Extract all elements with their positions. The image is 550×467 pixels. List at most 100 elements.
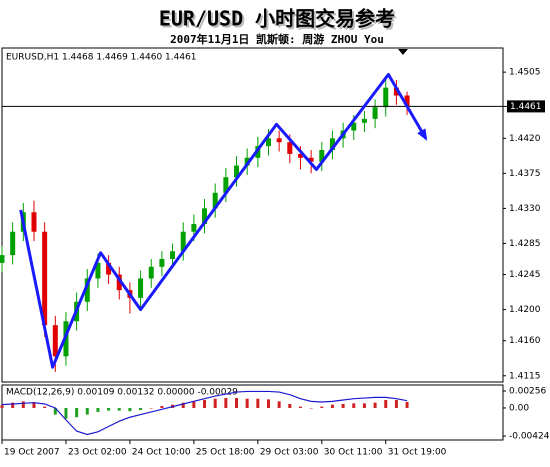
- chart-title-shadow: EUR/USD 小时图交易参考: [161, 9, 397, 33]
- macd-bar: [139, 407, 143, 410]
- macd-signal-line: [1, 390, 408, 436]
- macd-bar: [394, 400, 398, 408]
- y-tick-label: 1.4375: [509, 169, 541, 179]
- candle-body: [383, 87, 389, 108]
- candle-body: [116, 274, 122, 291]
- candle-body: [308, 157, 314, 162]
- macd-bar: [224, 398, 228, 408]
- zigzag-arrowhead: [417, 128, 428, 141]
- macd-header: MACD(12,26,9) 0.00109 0.00132 0.00000 -0…: [6, 388, 238, 398]
- candle-body: [404, 95, 410, 107]
- candle-body: [351, 122, 357, 131]
- macd-bar: [213, 398, 217, 408]
- macd-panel: [1, 384, 504, 441]
- macd-bar: [96, 407, 100, 412]
- y-tick-label: 0.00: [509, 403, 529, 413]
- x-tick-label: 29 Oct 03:00: [260, 448, 319, 458]
- candle-body: [297, 153, 303, 158]
- macd-bar: [53, 407, 57, 415]
- candle-body: [372, 107, 378, 119]
- candle-body: [106, 262, 112, 275]
- x-tick-label: 25 Oct 18:00: [196, 448, 255, 458]
- y-tick-label: 0.00256: [509, 387, 546, 397]
- y-tick-label: 1.4420: [509, 134, 541, 144]
- macd-bar: [85, 407, 89, 415]
- candle-body: [10, 231, 16, 256]
- macd-bar: [75, 407, 79, 418]
- candle-body: [159, 258, 165, 267]
- macd-bar: [245, 398, 249, 408]
- macd-bar: [192, 401, 196, 408]
- macd-bar: [373, 402, 377, 408]
- y-tick-label: 1.4330: [509, 204, 541, 214]
- candle-body: [84, 278, 90, 302]
- main-header: EURUSD,H1 1.4468 1.4469 1.4460 1.4461: [6, 53, 197, 63]
- candle-body: [180, 231, 186, 252]
- macd-bar: [341, 403, 345, 408]
- chart-title: EUR/USD 小时图交易参考: [159, 7, 395, 31]
- macd-bar: [160, 405, 164, 408]
- candle-body: [31, 212, 37, 232]
- y-tick-label: 1.4285: [509, 239, 541, 249]
- macd-bar: [43, 406, 47, 408]
- main-panel: [1, 47, 504, 383]
- macd-bar: [128, 407, 132, 412]
- candle-body: [170, 251, 176, 259]
- candle-body: [319, 149, 325, 162]
- macd-bar: [32, 402, 36, 408]
- candle-body: [265, 138, 271, 147]
- y-tick-label: 1.4200: [509, 305, 541, 315]
- macd-bar: [149, 407, 153, 409]
- candle-body: [393, 87, 399, 96]
- macd-bar: [277, 401, 281, 408]
- macd-bar: [362, 403, 366, 408]
- y-tick-label: 1.4505: [509, 68, 541, 78]
- macd-bar: [64, 407, 68, 419]
- macd-bar: [352, 403, 356, 408]
- macd-bar: [235, 398, 239, 408]
- candle-body: [95, 262, 101, 279]
- macd-bar: [107, 407, 111, 411]
- candle-body: [234, 165, 240, 178]
- last-price-box: [507, 100, 545, 113]
- macd-bar: [181, 402, 185, 408]
- macd-bar: [288, 403, 292, 408]
- y-tick-label: 1.4115: [509, 371, 541, 381]
- chart-subtitle: 2007年11月1日 凯斯顿: 周游 ZHOU You: [170, 32, 384, 46]
- macd-bar: [266, 399, 270, 408]
- candle-body: [276, 138, 282, 143]
- x-tick-label: 30 Oct 11:00: [324, 448, 383, 458]
- x-tick-label: 24 Oct 10:00: [132, 448, 191, 458]
- last-price-label: 1.4461: [510, 102, 542, 112]
- y-tick-label: -0.00424: [509, 432, 550, 442]
- zigzag-line: [19, 72, 428, 369]
- macd-bar: [298, 406, 302, 408]
- candle-body: [148, 266, 154, 279]
- x-tick-label: 19 Oct 2007: [4, 448, 60, 458]
- y-tick-label: 1.4245: [509, 270, 541, 280]
- macd-bar: [330, 404, 334, 408]
- candle-body: [0, 255, 5, 263]
- macd-bar: [384, 400, 388, 408]
- candle-body: [361, 118, 367, 123]
- macd-bar: [309, 407, 313, 409]
- candle-body: [287, 142, 293, 154]
- macd-bar: [203, 400, 207, 408]
- candle-body: [52, 325, 58, 357]
- candle-body: [329, 138, 335, 150]
- candle-body: [244, 157, 250, 166]
- x-tick-label: 31 Oct 19:00: [388, 448, 447, 458]
- y-tick-label: 1.4160: [509, 336, 541, 346]
- x-tick-label: 23 Oct 02:00: [68, 448, 127, 458]
- candle-body: [223, 177, 229, 193]
- macd-bar: [21, 401, 25, 408]
- candle-body: [191, 223, 197, 232]
- macd-bar: [256, 398, 260, 408]
- candle-body: [138, 278, 144, 298]
- macd-bar: [0, 405, 4, 408]
- candle-body: [202, 208, 208, 224]
- macd-bar: [405, 402, 409, 408]
- macd-bar: [320, 406, 324, 408]
- shift-marker: [398, 49, 408, 55]
